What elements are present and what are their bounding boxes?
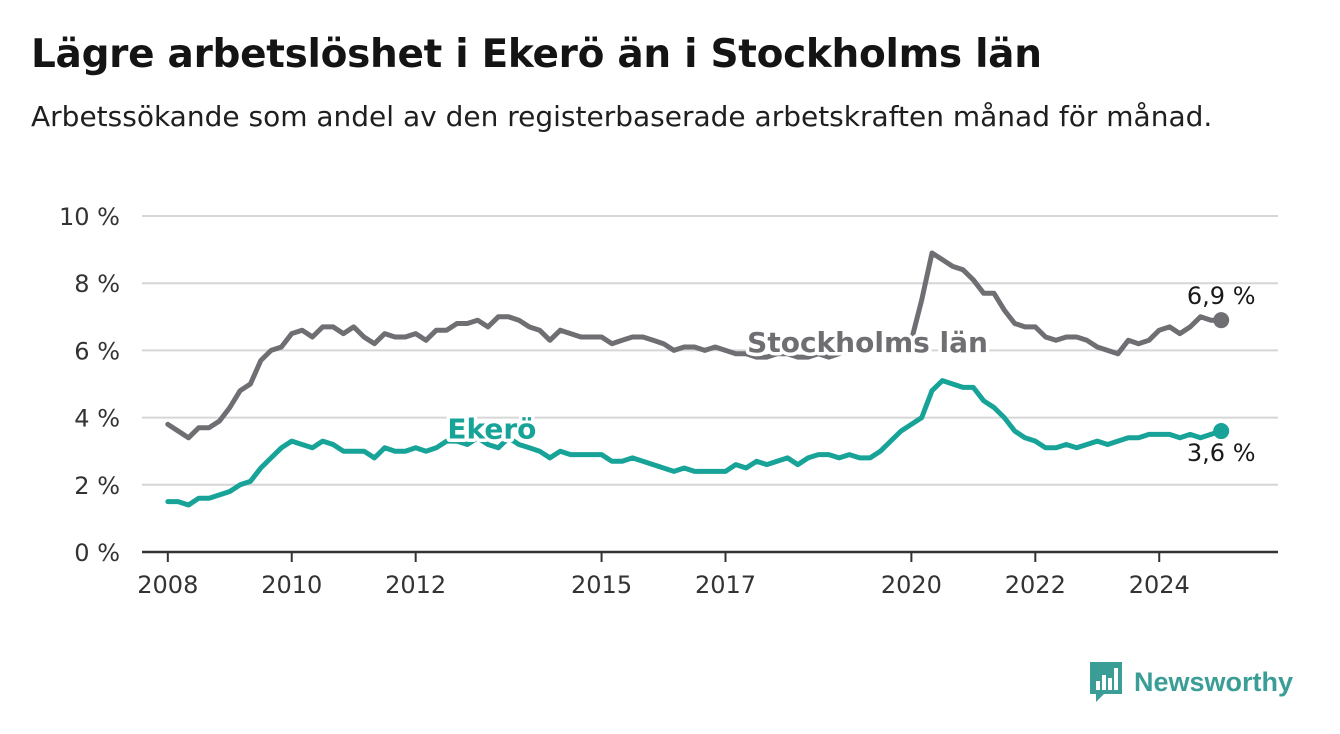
series-end-point (1213, 423, 1230, 440)
logo-text: Newsworthy (1134, 666, 1294, 697)
series-line (165, 378, 1224, 508)
y-tick-label: 0 % (74, 539, 120, 567)
series-labels: 6,9 % 3,6 % Stockholms län Ekerö (444, 282, 1256, 467)
series-name-label: Stockholms län (747, 326, 988, 359)
x-axis: 2008 2010 2012 2015 2017 2020 2022 2024 (137, 550, 1278, 599)
x-tick-label: 2010 (261, 571, 322, 599)
series-name-label: Ekerö (447, 412, 536, 445)
x-tick-label: 2022 (1005, 571, 1066, 599)
bar-chart-speech-bubble-icon (1090, 662, 1122, 702)
series-end-label: 6,9 % (1187, 282, 1256, 310)
y-tick-label: 6 % (74, 337, 120, 365)
newsworthy-logo: Newsworthy (1088, 660, 1293, 704)
x-tick-label: 2024 (1129, 571, 1190, 599)
x-tick-label: 2017 (695, 571, 756, 599)
y-tick-label: 2 % (74, 472, 120, 500)
series-end-label: 3,6 % (1187, 439, 1256, 467)
x-tick-label: 2020 (881, 571, 942, 599)
y-tick-label: 8 % (74, 270, 120, 298)
x-tick-label: 2008 (137, 571, 198, 599)
x-tick-label: 2015 (571, 571, 632, 599)
series-lines (165, 250, 1230, 508)
y-axis-tick-labels: 0 % 2 % 4 % 6 % 8 % 10 % (59, 203, 120, 567)
series-end-point (1213, 312, 1230, 329)
chart-title: Lägre arbetslöshet i Ekerö än i Stockhol… (31, 32, 1042, 77)
line-chart: 0 % 2 % 4 % 6 % 8 % 10 % 2008 2010 2012 2015 2017… (59, 203, 1278, 599)
x-tick-label: 2012 (385, 571, 446, 599)
y-tick-label: 10 % (59, 203, 120, 231)
y-tick-label: 4 % (74, 405, 120, 433)
series-line (165, 250, 1224, 441)
chart-subtitle: Arbetssökande som andel av den registerb… (31, 100, 1213, 133)
